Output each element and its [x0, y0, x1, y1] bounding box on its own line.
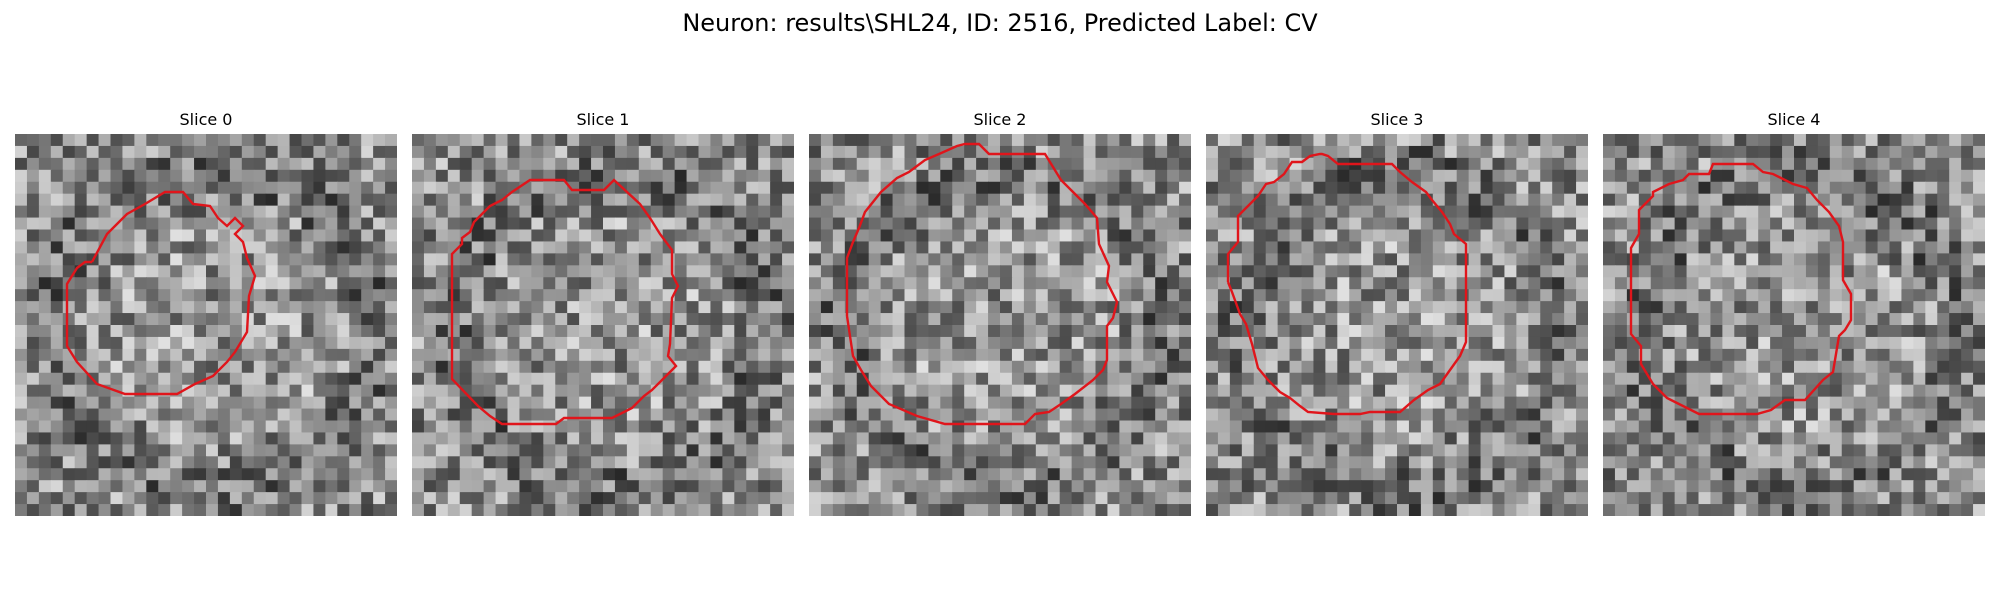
slice-4-title: Slice 4	[1603, 110, 1985, 130]
slice-2-image	[809, 134, 1191, 516]
slice-3-image	[1206, 134, 1588, 516]
slice-3-pixels	[1206, 134, 1588, 516]
slice-0-image	[15, 134, 397, 516]
slice-4-image	[1603, 134, 1985, 516]
slice-1-title: Slice 1	[412, 110, 794, 130]
slice-0-pixels	[15, 134, 397, 516]
slice-2-pixels	[809, 134, 1191, 516]
slice-3-title: Slice 3	[1206, 110, 1588, 130]
figure-title: Neuron: results\SHL24, ID: 2516, Predict…	[0, 8, 2000, 38]
slice-4-pixels	[1603, 134, 1985, 516]
slice-2-title: Slice 2	[809, 110, 1191, 130]
slice-1-image	[412, 134, 794, 516]
slice-0-title: Slice 0	[15, 110, 397, 130]
slice-1-pixels	[412, 134, 794, 516]
